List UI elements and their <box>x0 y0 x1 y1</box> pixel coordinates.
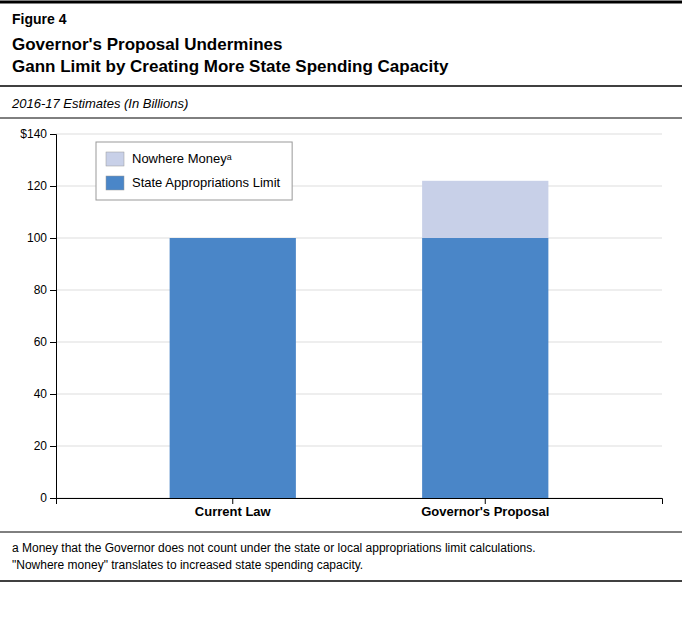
title-line: Governor's Proposal Undermines <box>12 35 282 54</box>
bar <box>422 181 548 238</box>
legend-label: Nowhere Moneyᵃ <box>132 151 232 166</box>
y-tick-label: $140 <box>20 127 47 141</box>
x-axis: Current Law Governor's Proposal <box>57 498 663 519</box>
y-tick-mark <box>50 290 56 291</box>
footnote-rule <box>0 532 682 533</box>
legend-frame <box>96 142 292 200</box>
y-tick-mark <box>50 446 56 447</box>
y-tick-mark <box>50 498 56 499</box>
figure-label: Figure 4 <box>12 11 67 27</box>
legend-item: Nowhere Moneyᵃ <box>106 151 232 166</box>
x-tick: Governor's Proposal <box>421 498 549 519</box>
header-rule <box>0 1 682 4</box>
grid <box>56 134 662 498</box>
y-tick: 0 <box>40 491 56 505</box>
footnote: a Money that the Governor does not count… <box>12 541 536 572</box>
y-tick-mark <box>50 394 56 395</box>
y-tick: 100 <box>27 231 56 245</box>
series <box>422 181 548 238</box>
y-tick-mark <box>50 238 56 239</box>
x-tick-mark <box>232 498 233 504</box>
chart: Figure 4 Governor's Proposal Undermines Ga… <box>0 0 682 638</box>
legend-item: State Appropriations Limit <box>106 175 281 190</box>
x-tick-label: Current Law <box>195 504 272 519</box>
subtitle: 2016-17 Estimates (In Billions) <box>11 96 188 111</box>
bar <box>422 238 548 498</box>
legend-swatch <box>106 176 124 190</box>
y-tick: 40 <box>34 387 56 401</box>
grid-line <box>56 134 662 135</box>
y-tick-label: 0 <box>40 491 47 505</box>
footnote-line: "Nowhere money" translates to increased … <box>12 558 363 572</box>
x-tick: Current Law <box>195 498 272 519</box>
grid-line <box>56 290 662 291</box>
x-axis-line <box>57 499 663 505</box>
y-tick: 80 <box>34 283 56 297</box>
y-tick-label: 80 <box>34 283 48 297</box>
y-tick: 120 <box>27 179 56 193</box>
x-tick-mark <box>485 498 486 504</box>
y-tick: 20 <box>34 439 56 453</box>
grid-line <box>56 446 662 447</box>
legend: Nowhere Moneyᵃ State Appropriations Limit <box>96 142 292 200</box>
footnote-rule <box>0 580 682 582</box>
x-tick-label: Governor's Proposal <box>421 504 549 519</box>
legend-label: State Appropriations Limit <box>132 175 281 190</box>
footnote-line: a Money that the Governor does not count… <box>12 541 536 555</box>
y-axis: 0 20 40 60 80 100 120 $140 <box>20 127 56 505</box>
title-line: Gann Limit by Creating More State Spendi… <box>12 57 449 76</box>
y-tick-label: 100 <box>27 231 47 245</box>
y-tick-label: 60 <box>34 335 48 349</box>
title: Governor's Proposal Undermines Gann Limit… <box>12 35 449 76</box>
y-tick: 60 <box>34 335 56 349</box>
bar <box>170 238 296 239</box>
y-tick-mark <box>50 186 56 187</box>
header-rule <box>0 85 682 87</box>
grid-line <box>56 342 662 343</box>
y-tick: $140 <box>20 127 56 141</box>
bar <box>170 238 296 498</box>
bars <box>170 181 549 498</box>
y-tick-mark <box>50 134 56 135</box>
legend-swatch <box>106 152 124 166</box>
grid-line <box>56 238 662 239</box>
chart-rule <box>0 118 682 119</box>
y-tick-label: 40 <box>34 387 48 401</box>
grid-line <box>56 394 662 395</box>
series <box>170 238 549 498</box>
y-axis-line <box>50 135 57 499</box>
y-tick-label: 20 <box>34 439 48 453</box>
y-tick-label: 120 <box>27 179 47 193</box>
y-tick-mark <box>50 342 56 343</box>
